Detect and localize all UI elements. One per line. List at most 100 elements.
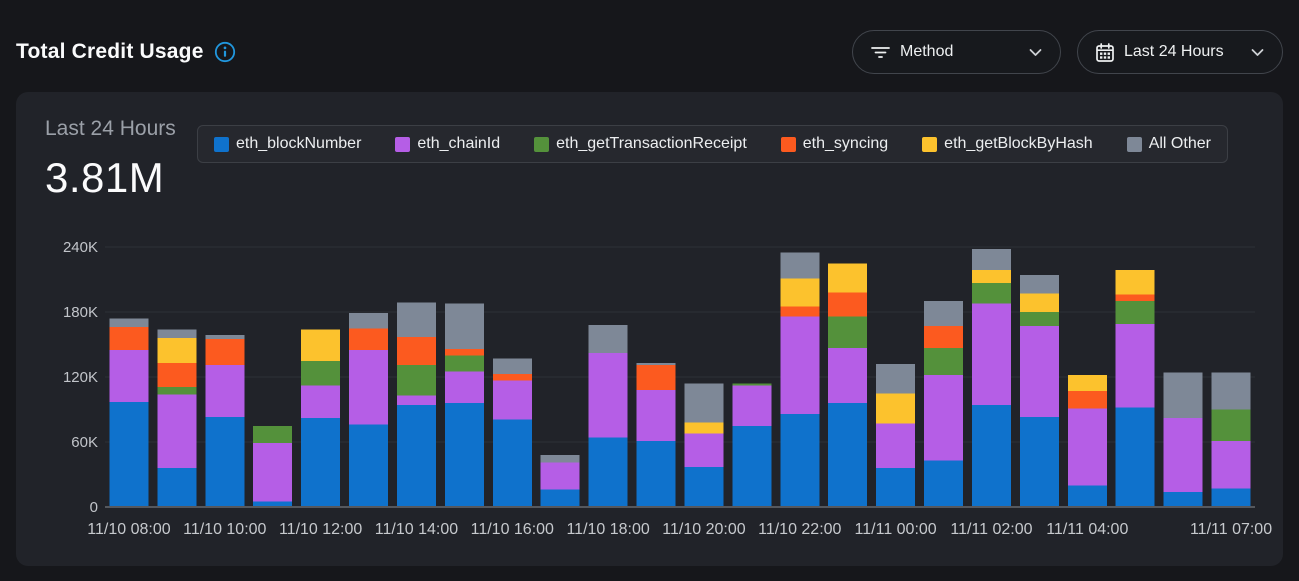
bar-segment-eth_blocknumber[interactable] <box>828 403 868 507</box>
bar-segment-eth_blocknumber[interactable] <box>780 413 820 507</box>
bar-segment-eth_getblockbyhash[interactable] <box>1067 374 1107 392</box>
bar-segment-eth_gettransactionreceipt[interactable] <box>253 425 293 444</box>
time-range-button[interactable]: Last 24 Hours <box>1077 30 1283 74</box>
legend-item-eth_syncing[interactable]: eth_syncing <box>780 135 888 153</box>
bar-segment-eth_syncing[interactable] <box>828 292 868 317</box>
bar-segment-all-other[interactable] <box>1163 372 1203 419</box>
bar-segment-eth_blocknumber[interactable] <box>924 460 964 507</box>
bar-segment-eth_getblockbyhash[interactable] <box>971 269 1011 283</box>
bar-segment-eth_chainid[interactable] <box>396 395 436 406</box>
method-filter-button[interactable]: Method <box>852 30 1061 74</box>
bar-segment-all-other[interactable] <box>349 313 389 329</box>
bar-segment-eth_chainid[interactable] <box>876 423 916 468</box>
bar-segment-eth_blocknumber[interactable] <box>253 501 293 507</box>
bar-segment-eth_getblockbyhash[interactable] <box>301 329 341 361</box>
bar-segment-all-other[interactable] <box>205 334 245 340</box>
bar-segment-all-other[interactable] <box>780 252 820 279</box>
bar-segment-eth_gettransactionreceipt[interactable] <box>157 386 197 395</box>
bar-segment-all-other[interactable] <box>157 329 197 338</box>
bar-segment-eth_blocknumber[interactable] <box>205 417 245 507</box>
bar-segment-eth_blocknumber[interactable] <box>1115 407 1155 507</box>
bar-segment-eth_chainid[interactable] <box>205 365 245 418</box>
bar-segment-eth_blocknumber[interactable] <box>157 468 197 507</box>
bar-segment-eth_syncing[interactable] <box>444 348 484 356</box>
bar-segment-eth_syncing[interactable] <box>1115 294 1155 302</box>
bar-segment-eth_blocknumber[interactable] <box>109 401 149 507</box>
bar-segment-eth_gettransactionreceipt[interactable] <box>444 355 484 372</box>
bar-segment-eth_blocknumber[interactable] <box>301 418 341 507</box>
bar-segment-eth_getblockbyhash[interactable] <box>876 393 916 424</box>
bar-segment-eth_chainid[interactable] <box>684 433 724 467</box>
bar-segment-eth_syncing[interactable] <box>636 365 676 390</box>
bar-segment-eth_chainid[interactable] <box>828 347 868 403</box>
bar-segment-eth_getblockbyhash[interactable] <box>1019 293 1059 312</box>
bar-segment-eth_chainid[interactable] <box>1163 418 1203 492</box>
bar-segment-eth_chainid[interactable] <box>157 394 197 468</box>
bar-segment-eth_gettransactionreceipt[interactable] <box>1019 312 1059 327</box>
bar-segment-eth_blocknumber[interactable] <box>1019 417 1059 507</box>
bar-segment-eth_gettransactionreceipt[interactable] <box>971 282 1011 304</box>
bar-segment-all-other[interactable] <box>1019 275 1059 294</box>
bar-segment-eth_syncing[interactable] <box>109 327 149 350</box>
bar-segment-eth_blocknumber[interactable] <box>349 424 389 507</box>
bar-segment-all-other[interactable] <box>924 301 964 327</box>
bar-segment-eth_syncing[interactable] <box>492 373 532 381</box>
bar-segment-eth_gettransactionreceipt[interactable] <box>396 365 436 396</box>
bar-segment-eth_chainid[interactable] <box>588 353 628 438</box>
bar-segment-eth_gettransactionreceipt[interactable] <box>1115 301 1155 324</box>
bar-segment-eth_chainid[interactable] <box>444 371 484 403</box>
bar-segment-eth_syncing[interactable] <box>1067 391 1107 409</box>
bar-segment-eth_blocknumber[interactable] <box>396 405 436 507</box>
bar-segment-eth_getblockbyhash[interactable] <box>157 338 197 363</box>
bar-segment-eth_blocknumber[interactable] <box>492 419 532 507</box>
bar-segment-eth_getblockbyhash[interactable] <box>828 263 868 293</box>
bar-segment-all-other[interactable] <box>876 364 916 394</box>
bar-segment-eth_getblockbyhash[interactable] <box>684 422 724 434</box>
bar-segment-eth_chainid[interactable] <box>1067 408 1107 486</box>
bar-segment-eth_chainid[interactable] <box>924 374 964 461</box>
bar-segment-eth_syncing[interactable] <box>924 326 964 348</box>
bar-segment-eth_blocknumber[interactable] <box>876 468 916 507</box>
bar-segment-eth_gettransactionreceipt[interactable] <box>1211 409 1251 441</box>
bar-segment-eth_getblockbyhash[interactable] <box>1115 269 1155 295</box>
bar-segment-eth_syncing[interactable] <box>780 306 820 317</box>
legend-item-eth_chainid[interactable]: eth_chainId <box>395 135 500 153</box>
credit-usage-stacked-bar-chart[interactable]: 0 60K 120K 180K 240K 11/10 08:00 11/10 10:00 11… <box>16 232 1283 542</box>
info-icon[interactable] <box>214 41 236 63</box>
bar-segment-eth_chainid[interactable] <box>636 390 676 441</box>
bar-segment-eth_blocknumber[interactable] <box>1067 485 1107 507</box>
bar-segment-eth_chainid[interactable] <box>1211 440 1251 489</box>
bar-segment-eth_chainid[interactable] <box>109 349 149 402</box>
bar-segment-eth_blocknumber[interactable] <box>1163 491 1203 507</box>
bar-segment-all-other[interactable] <box>1211 372 1251 410</box>
bar-segment-eth_gettransactionreceipt[interactable] <box>301 360 341 386</box>
bar-segment-all-other[interactable] <box>444 303 484 349</box>
bar-segment-eth_blocknumber[interactable] <box>1211 488 1251 507</box>
bar-segment-eth_blocknumber[interactable] <box>684 466 724 507</box>
bar-segment-eth_chainid[interactable] <box>349 349 389 425</box>
bar-segment-eth_chainid[interactable] <box>971 303 1011 406</box>
bar-segment-all-other[interactable] <box>636 362 676 366</box>
bar-segment-eth_syncing[interactable] <box>349 328 389 350</box>
bar-segment-eth_chainid[interactable] <box>732 385 772 426</box>
bar-segment-eth_syncing[interactable] <box>205 339 245 366</box>
bar-segment-eth_getblockbyhash[interactable] <box>780 278 820 307</box>
bar-segment-eth_blocknumber[interactable] <box>732 425 772 507</box>
bar-segment-eth_gettransactionreceipt[interactable] <box>924 347 964 375</box>
bar-segment-eth_gettransactionreceipt[interactable] <box>732 383 772 386</box>
bar-segment-all-other[interactable] <box>492 358 532 374</box>
bar-segment-all-other[interactable] <box>396 302 436 337</box>
bar-segment-eth_chainid[interactable] <box>253 443 293 502</box>
bar-segment-eth_chainid[interactable] <box>780 316 820 414</box>
bar-segment-all-other[interactable] <box>109 318 149 328</box>
bar-segment-all-other[interactable] <box>540 455 580 463</box>
bar-segment-eth_syncing[interactable] <box>157 362 197 387</box>
bar-segment-eth_chainid[interactable] <box>540 462 580 490</box>
legend-item-eth_getblockbyhash[interactable]: eth_getBlockByHash <box>922 135 1093 153</box>
bar-segment-eth_syncing[interactable] <box>396 336 436 366</box>
bar-segment-eth_gettransactionreceipt[interactable] <box>828 316 868 348</box>
bar-segment-eth_blocknumber[interactable] <box>540 489 580 507</box>
legend-item-all-other[interactable]: All Other <box>1126 135 1211 153</box>
bar-segment-eth_chainid[interactable] <box>301 385 341 419</box>
bar-segment-eth_blocknumber[interactable] <box>636 440 676 507</box>
